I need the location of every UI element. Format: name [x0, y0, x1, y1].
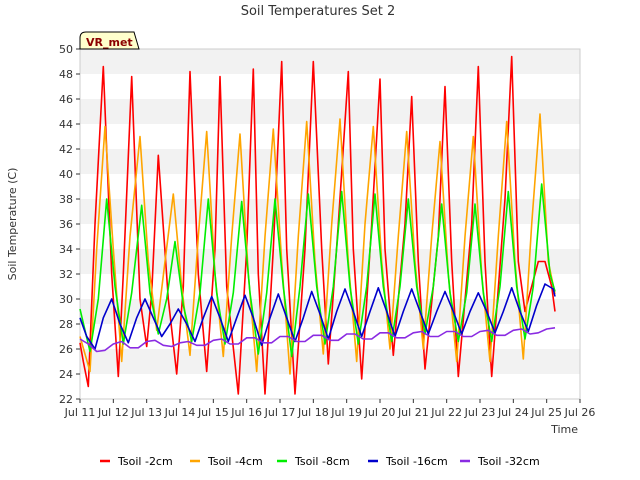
- y-tick-label: 38: [59, 193, 73, 206]
- y-tick-label: 34: [59, 243, 73, 256]
- x-tick-label: Jul 19: [330, 406, 362, 419]
- grid-band: [80, 74, 580, 99]
- grid-band: [80, 349, 580, 374]
- y-tick-label: 48: [59, 68, 73, 81]
- badge-label: VR_met: [86, 36, 133, 49]
- y-tick-label: 40: [59, 168, 73, 181]
- x-tick-label: Jul 12: [97, 406, 129, 419]
- series-lines: [79, 55, 556, 395]
- x-tick-label: Jul 18: [297, 406, 329, 419]
- grid-band: [80, 174, 580, 199]
- x-tick-label: Jul 13: [130, 406, 162, 419]
- vr-met-badge: VR_met: [79, 31, 140, 50]
- y-tick-label: 30: [59, 293, 73, 306]
- legend-label: Tsoil -4cm: [207, 455, 263, 468]
- legend-label: Tsoil -8cm: [294, 455, 350, 468]
- y-tick-label: 28: [59, 318, 73, 331]
- x-tick-label: Jul 26: [564, 406, 596, 419]
- legend-label: Tsoil -32cm: [477, 455, 540, 468]
- series-line-4: [79, 283, 556, 350]
- legend: Tsoil -2cm Tsoil -4cm Tsoil -8cm Tsoil -16c…: [100, 455, 540, 468]
- x-tick-label: Jul 23: [464, 406, 496, 419]
- grid-band: [80, 374, 580, 399]
- chart-title: Soil Temperatures Set 2: [241, 4, 396, 19]
- grid-band: [80, 49, 580, 74]
- x-tick-label: Jul 17: [264, 406, 296, 419]
- x-tick-label: Jul 11: [64, 406, 96, 419]
- legend-label: Tsoil -16cm: [385, 455, 448, 468]
- y-tick-label: 46: [59, 93, 73, 106]
- x-tick-label: Jul 22: [430, 406, 462, 419]
- y-tick-label: 24: [59, 368, 73, 381]
- legend-label: Tsoil -2cm: [117, 455, 173, 468]
- series-line-5: [79, 327, 556, 353]
- badge-shape: [79, 31, 140, 50]
- x-tick-label: Jul 20: [364, 406, 396, 419]
- grid-band: [80, 124, 580, 149]
- y-tick-label: 44: [59, 118, 73, 131]
- grid-band: [80, 99, 580, 124]
- x-tick-label: Jul 25: [530, 406, 562, 419]
- y-tick-label: 32: [59, 268, 73, 281]
- y-tick-label: 50: [59, 43, 73, 56]
- series-line-1: [79, 55, 556, 395]
- x-axis-label: Time: [550, 423, 578, 436]
- grid-band: [80, 149, 580, 174]
- y-tick-label: 36: [59, 218, 73, 231]
- x-tick-label: Jul 24: [497, 406, 529, 419]
- y-axis-label: Soil Temperature (C): [6, 168, 19, 281]
- x-tick-label: Jul 14: [164, 406, 196, 419]
- y-tick-label: 26: [59, 343, 73, 356]
- grid-band: [80, 274, 580, 299]
- x-tick-label: Jul 15: [197, 406, 229, 419]
- y-tick-label: 42: [59, 143, 73, 156]
- x-tick-label: Jul 16: [230, 406, 262, 419]
- y-tick-label: 22: [59, 393, 73, 406]
- x-tick-label: Jul 21: [397, 406, 429, 419]
